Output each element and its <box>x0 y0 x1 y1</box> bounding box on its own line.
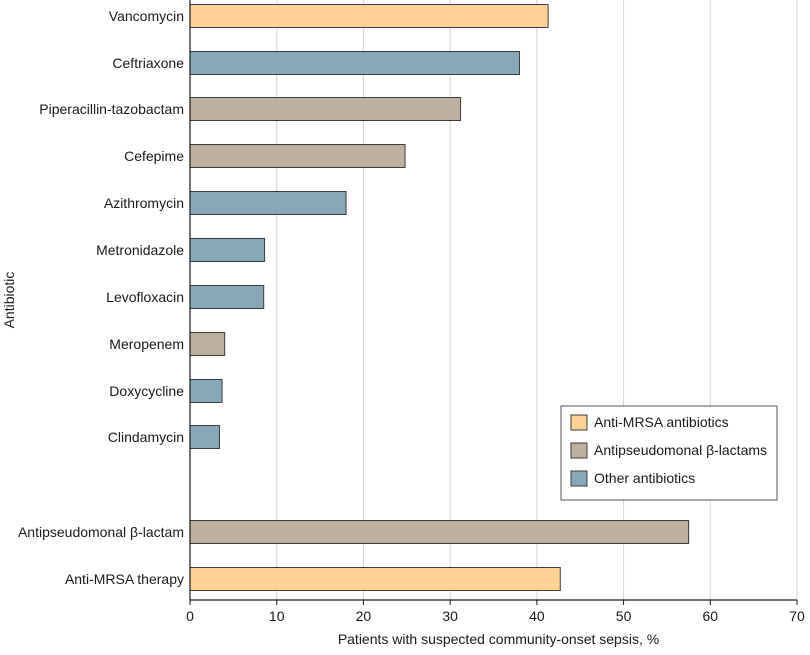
category-label: Anti-MRSA therapy <box>65 571 184 587</box>
x-tick-label: 0 <box>186 608 194 624</box>
category-label: Azithromycin <box>104 195 184 211</box>
bar-5 <box>189 238 266 262</box>
bar-0 <box>189 4 549 28</box>
bar-4 <box>189 191 347 215</box>
bar-1 <box>189 51 521 75</box>
x-tick-label: 50 <box>616 608 632 624</box>
category-label: Levofloxacin <box>106 289 184 305</box>
category-label: Clindamycin <box>108 429 184 445</box>
x-tick-label: 20 <box>356 608 372 624</box>
x-tick-label: 60 <box>702 608 718 624</box>
y-axis-title: Antibiotic <box>1 272 17 329</box>
legend-swatch-mrsa <box>570 414 588 431</box>
category-label: Metronidazole <box>96 242 184 258</box>
legend: Anti-MRSA antibiotics Antipseudomonal β-l… <box>560 405 778 501</box>
bar-8 <box>189 379 223 403</box>
legend-label-beta: Antipseudomonal β-lactams <box>594 442 767 458</box>
bar-9 <box>189 425 220 449</box>
bars <box>189 4 690 591</box>
bar-10 <box>189 520 690 544</box>
bar-11 <box>189 567 561 591</box>
category-label: Ceftriaxone <box>112 55 184 71</box>
legend-box <box>560 405 778 501</box>
legend-swatch-beta <box>570 442 588 459</box>
category-label: Doxycycline <box>109 383 184 399</box>
category-label: Cefepime <box>124 148 184 164</box>
x-axis-title: Patients with suspected community-onset … <box>338 631 659 647</box>
legend-swatch-other <box>570 470 588 487</box>
x-tick-label: 70 <box>789 608 805 624</box>
bar-3 <box>189 144 406 168</box>
category-label: Piperacillin-tazobactam <box>39 101 184 117</box>
legend-label-mrsa: Anti-MRSA antibiotics <box>594 414 729 430</box>
category-label: Vancomycin <box>109 8 184 24</box>
bar-6 <box>189 285 265 309</box>
category-label: Meropenem <box>109 336 184 352</box>
gridlines <box>276 0 798 600</box>
x-tick-label: 40 <box>529 608 545 624</box>
bar-2 <box>189 97 462 121</box>
x-tick-label: 30 <box>442 608 458 624</box>
bar-7 <box>189 332 226 356</box>
legend-label-other: Other antibiotics <box>594 470 695 486</box>
x-tick-label: 10 <box>269 608 285 624</box>
category-label: Antipseudomonal β-lactam <box>18 524 184 540</box>
